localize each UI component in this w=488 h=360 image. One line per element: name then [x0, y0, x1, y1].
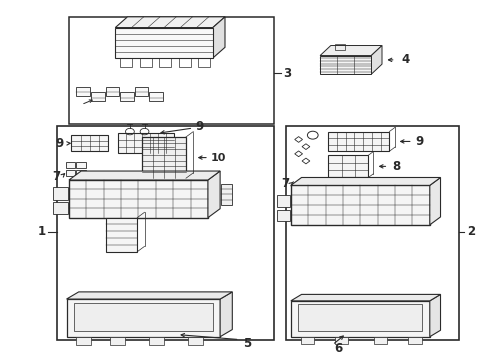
Bar — [188, 337, 203, 345]
Text: 7: 7 — [281, 177, 289, 190]
Text: 2: 2 — [466, 225, 474, 238]
Polygon shape — [429, 294, 440, 337]
Bar — [76, 337, 91, 345]
Text: 8: 8 — [391, 160, 399, 173]
Bar — [178, 58, 190, 67]
Bar — [91, 92, 104, 101]
Text: 6: 6 — [334, 342, 342, 355]
Bar — [71, 135, 108, 151]
Bar — [328, 155, 367, 177]
Bar — [290, 301, 429, 337]
Bar — [298, 305, 422, 331]
Bar — [120, 92, 134, 101]
Polygon shape — [220, 292, 232, 337]
Bar — [140, 58, 152, 67]
Bar — [334, 337, 347, 344]
Bar — [110, 337, 125, 345]
Bar — [320, 55, 370, 74]
Bar — [407, 337, 421, 344]
Text: 9: 9 — [414, 135, 423, 148]
Polygon shape — [370, 45, 381, 74]
Bar — [115, 28, 212, 58]
Bar — [335, 44, 345, 50]
Text: 1: 1 — [38, 225, 46, 238]
Text: 10: 10 — [210, 153, 225, 163]
Bar — [149, 337, 163, 345]
Bar — [142, 137, 185, 178]
Text: 7: 7 — [52, 170, 61, 183]
Polygon shape — [212, 17, 224, 58]
Bar — [65, 170, 75, 176]
Bar — [105, 87, 119, 96]
Bar — [105, 218, 137, 252]
Bar — [118, 134, 173, 153]
Bar — [149, 92, 163, 101]
Bar — [290, 185, 429, 225]
Bar — [66, 299, 220, 337]
Bar — [221, 184, 231, 205]
Bar — [65, 162, 75, 168]
Text: 9: 9 — [56, 137, 64, 150]
Bar — [300, 337, 314, 344]
Text: 3: 3 — [283, 67, 291, 80]
Bar — [198, 58, 210, 67]
Bar — [277, 195, 289, 207]
Bar — [76, 87, 90, 96]
Bar — [57, 126, 273, 339]
Polygon shape — [207, 171, 220, 218]
Polygon shape — [290, 294, 440, 301]
Bar — [53, 187, 68, 200]
Polygon shape — [115, 17, 224, 28]
Bar — [373, 337, 386, 344]
Bar — [285, 126, 458, 339]
Bar — [135, 87, 148, 96]
Bar — [53, 202, 68, 214]
Bar — [159, 58, 171, 67]
Bar — [69, 180, 207, 218]
Text: 4: 4 — [401, 53, 409, 66]
Bar — [277, 210, 289, 221]
Bar — [76, 170, 86, 176]
Polygon shape — [69, 171, 220, 180]
Text: 9: 9 — [195, 120, 203, 133]
Bar — [69, 17, 273, 125]
Bar — [120, 58, 132, 67]
Bar — [74, 303, 212, 331]
Polygon shape — [290, 177, 440, 185]
Bar — [328, 132, 388, 151]
Text: 5: 5 — [243, 337, 251, 350]
Bar — [76, 162, 86, 168]
Polygon shape — [66, 292, 232, 299]
Polygon shape — [429, 177, 440, 225]
Polygon shape — [320, 45, 381, 55]
